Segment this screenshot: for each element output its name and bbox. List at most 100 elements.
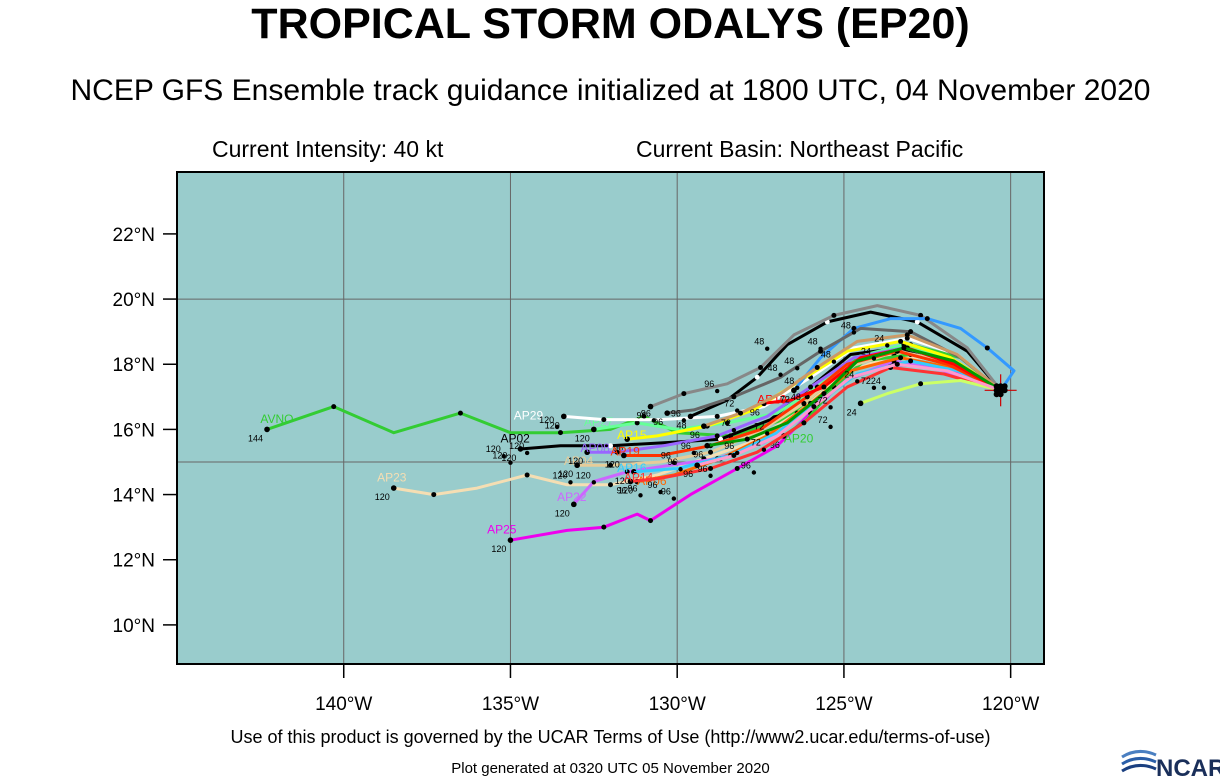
lon-tick-label: 140°W (315, 694, 372, 715)
plot-area: 144AVNO120AP02120AP23120AP25120AP22120AP… (113, 171, 1045, 715)
track-end-hour-label: 120 (618, 486, 633, 496)
track-end-hour-label: 96 (750, 407, 760, 417)
track-point (801, 420, 807, 426)
forecast-point (681, 418, 687, 423)
track-point (608, 462, 613, 468)
track-end-hour-label: 120 (501, 453, 516, 463)
map-subtitle: NCEP GFS Ensemble track guidance initial… (70, 74, 1151, 107)
forecast-point (881, 385, 887, 390)
storm-center-point (1001, 387, 1008, 394)
track-line (703, 333, 1002, 428)
track-end-point (621, 452, 627, 459)
forecast-point (671, 496, 677, 501)
track-point (831, 312, 837, 318)
track-point (608, 482, 613, 488)
forecast-point (885, 343, 890, 348)
track-end-hour-label: 120 (568, 456, 583, 466)
track-name-label: AP08 (580, 441, 610, 455)
forecast-point (501, 454, 506, 459)
forecast-hour-label: 72 (721, 418, 731, 428)
forecast-point (678, 467, 683, 472)
forecast-point (855, 379, 860, 384)
forecast-point (715, 388, 720, 394)
track-line (706, 346, 1002, 448)
forecast-point (851, 330, 857, 335)
track-point (758, 364, 764, 370)
map-title: TROPICAL STORM ODALYS (EP20) (251, 0, 970, 48)
track-point (714, 433, 720, 439)
track-point (714, 413, 720, 419)
lon-tick-label: 125°W (815, 694, 872, 715)
track-end-point (517, 446, 524, 452)
lat-tick-label: 20°N (113, 290, 155, 311)
track-end-point (574, 462, 580, 469)
track-line (696, 362, 1002, 467)
track-point (904, 332, 910, 338)
track-point (821, 391, 827, 397)
terms-of-use-notice: Use of this product is governed by the U… (230, 727, 991, 747)
track-end-hour-label: 120 (605, 459, 620, 469)
forecast-point (761, 447, 767, 452)
lon-tick-label: 120°W (982, 694, 1039, 715)
forecast-hour-label: 48 (841, 320, 851, 330)
forecast-hour-label: 120 (539, 415, 554, 425)
forecast-point (731, 427, 737, 433)
forecast-point (778, 372, 783, 377)
track-end-hour-label: 96 (693, 450, 703, 460)
track-end-hour-label: 120 (375, 492, 390, 502)
track-end-point (264, 426, 270, 433)
track-point (641, 413, 647, 419)
forecast-hour-label: 120 (552, 470, 567, 480)
forecast-point (871, 385, 877, 390)
forecast-hour-label: 24 (861, 346, 871, 356)
track-end-hour-label: 120 (615, 476, 630, 486)
forecast-point (554, 424, 560, 430)
forecast-hour-label: 96 (724, 441, 734, 451)
forecast-hour-label: 48 (791, 392, 801, 402)
track-point (744, 436, 750, 442)
track-name-label: AP02 (500, 431, 530, 445)
lon-tick-label: 130°W (649, 694, 706, 715)
track-end-hour-label: 120 (575, 433, 590, 443)
track-name-label: AP25 (487, 523, 517, 537)
storm-center-point (997, 391, 1004, 398)
forecast-hour-label: 72 (751, 438, 761, 448)
track-point (731, 394, 737, 400)
track-point (624, 469, 630, 475)
track-point (681, 391, 687, 397)
track-point (708, 466, 714, 472)
track-point (908, 329, 914, 335)
track-line (520, 346, 1002, 451)
forecast-point (795, 385, 800, 390)
forecast-point (524, 450, 530, 456)
track-end-hour-label: 96 (770, 440, 780, 450)
track-end-hour-label: 96 (616, 486, 626, 496)
forecast-hour-label: 96 (661, 487, 671, 497)
track-name-label: AP19 (611, 444, 641, 458)
track-point (918, 381, 924, 387)
track-point (821, 384, 827, 390)
track-point (754, 374, 760, 380)
forecast-hour-label: 96 (671, 408, 681, 418)
forecast-hour-label: 96 (641, 408, 651, 418)
track-end-hour-label: 96 (690, 430, 700, 440)
track-point (894, 361, 900, 367)
track-end-hour-label: 96 (636, 411, 646, 421)
forecast-point (828, 424, 833, 430)
track-point (811, 404, 817, 410)
track-point (431, 492, 437, 498)
track-name-label: AP29 (514, 409, 544, 423)
forecast-hour-label: 120 (492, 451, 507, 461)
forecast-point (671, 460, 677, 465)
forecast-hour-label: 48 (754, 337, 764, 347)
track-name-label: AP23 (377, 471, 407, 485)
track-point (814, 364, 820, 370)
track-line (763, 346, 1002, 405)
lat-tick-label: 16°N (113, 420, 155, 441)
track-end-hour-label: 48 (677, 420, 687, 430)
track-point (724, 420, 730, 426)
track-end-hour-label: 96 (613, 443, 623, 453)
forecast-point (651, 418, 657, 423)
forecast-point (831, 359, 837, 364)
